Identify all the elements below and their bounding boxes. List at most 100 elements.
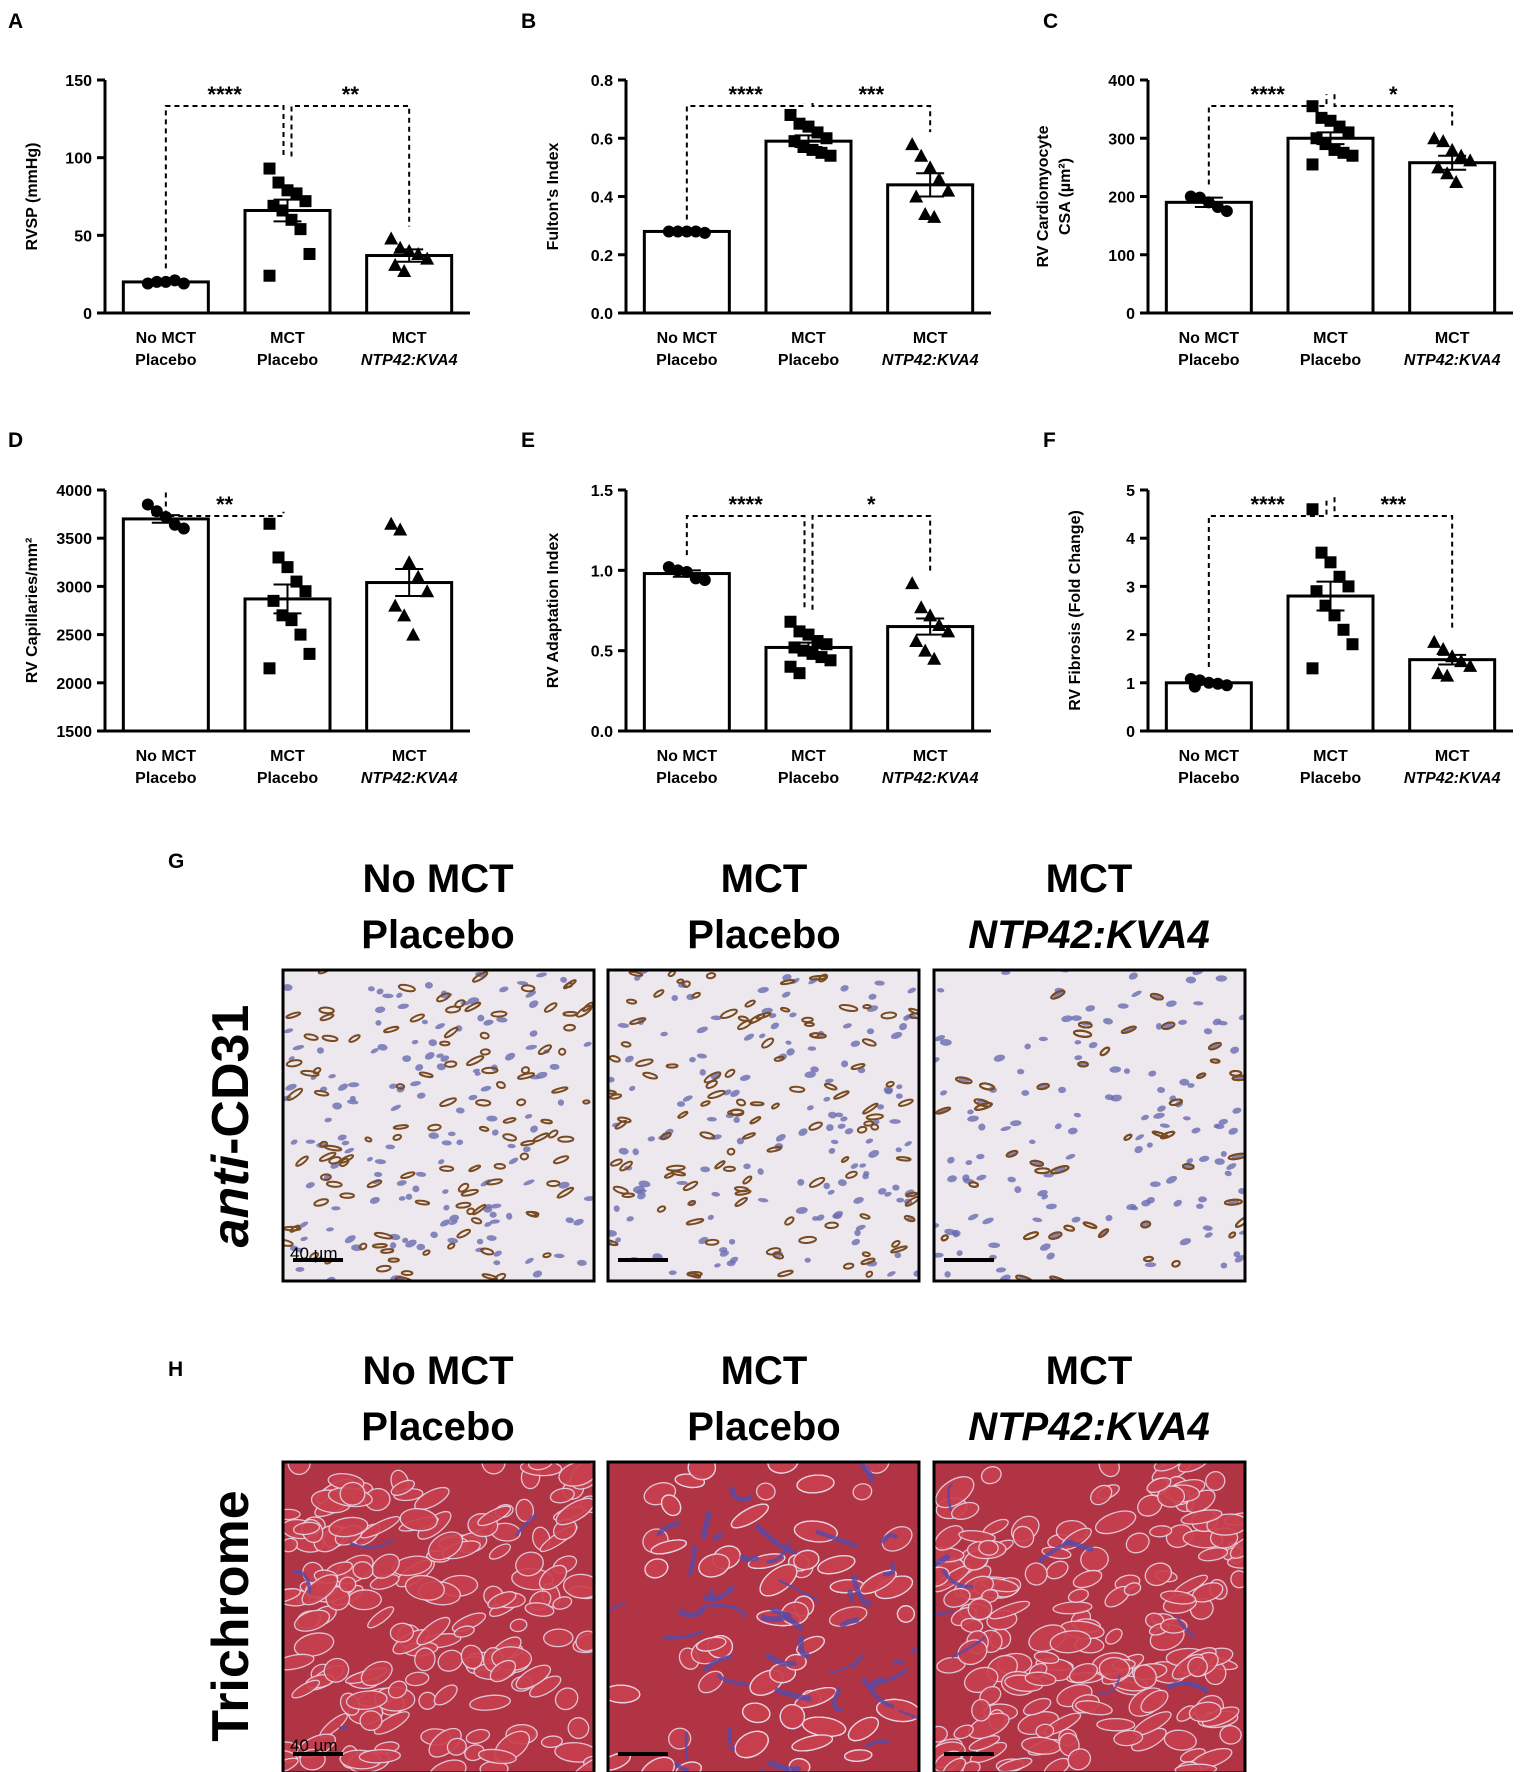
- capillary: [556, 1186, 575, 1199]
- significance-label: ****: [729, 82, 764, 107]
- x-tick-label: No MCT: [1179, 748, 1240, 765]
- capillary: [400, 1171, 416, 1180]
- nucleus: [298, 1221, 309, 1229]
- capillary: [445, 1005, 462, 1014]
- nucleus: [1153, 1112, 1165, 1119]
- nucleus: [1061, 1015, 1073, 1023]
- muscle-fiber: [414, 1647, 436, 1672]
- nucleus: [1185, 976, 1197, 984]
- data-point: [914, 600, 929, 614]
- x-tick-label: MCT: [1435, 330, 1470, 347]
- capillary: [285, 1059, 303, 1068]
- collagen-strand: [673, 1761, 689, 1772]
- capillary: [542, 1252, 552, 1259]
- muscle-fiber: [847, 1716, 879, 1742]
- collagen-strand: [897, 1709, 919, 1720]
- significance-bracket: [685, 515, 806, 610]
- micrograph-title-line1: MCT: [721, 857, 808, 901]
- nucleus: [615, 1237, 621, 1243]
- x-tick-label: Placebo: [1178, 352, 1240, 369]
- muscle-fiber: [1090, 1484, 1113, 1506]
- nucleus: [1233, 1251, 1241, 1258]
- y-axis-label: RVSP (mmHg): [24, 143, 41, 251]
- y-tick-label: 0: [1126, 724, 1135, 741]
- capillary: [727, 1108, 745, 1116]
- nucleus: [840, 985, 849, 992]
- bar: [886, 183, 975, 315]
- capillary: [734, 1196, 748, 1208]
- micrograph-frame: [932, 968, 1247, 1283]
- collagen-strand: [708, 1603, 748, 1618]
- muscle-fiber: [989, 1600, 1031, 1620]
- nucleus: [978, 1123, 986, 1131]
- bar: [642, 229, 731, 315]
- nucleus: [743, 1033, 755, 1041]
- nucleus: [1203, 1028, 1213, 1035]
- micrograph-title-line2: NTP42:KVA4: [968, 1405, 1210, 1449]
- nucleus: [370, 1048, 379, 1054]
- collagen-strand: [850, 1574, 872, 1607]
- capillary: [677, 1110, 689, 1119]
- muscle-fiber: [1033, 1651, 1060, 1665]
- y-tick-label: 300: [1108, 131, 1135, 148]
- capillary: [1099, 1046, 1111, 1057]
- capillary: [338, 1154, 355, 1164]
- muscle-fiber: [793, 1549, 820, 1571]
- micrograph-title-line1: MCT: [1046, 857, 1133, 901]
- nucleus: [292, 1045, 305, 1051]
- nucleus: [1085, 1005, 1096, 1012]
- capillary: [456, 1228, 471, 1239]
- nucleus: [807, 1105, 814, 1111]
- collagen-strand: [950, 1636, 986, 1659]
- y-tick-label: 150: [65, 73, 92, 90]
- nucleus: [844, 1128, 854, 1135]
- y-tick-label: 3: [1126, 579, 1135, 596]
- capillary: [373, 1231, 394, 1240]
- nucleus: [718, 1247, 728, 1253]
- nucleus: [496, 1017, 508, 1023]
- bar-chart-e: E 0.0 0.5 1.0 1.5 RV Adaptation Index No MCT Pl…: [521, 429, 991, 787]
- capillary: [470, 1217, 483, 1225]
- y-tick-label: 100: [65, 151, 92, 168]
- nucleus: [305, 1182, 315, 1189]
- micrograph-frame: [281, 1460, 596, 1772]
- capillary: [502, 1133, 518, 1142]
- data-point: [276, 204, 289, 217]
- capillary: [394, 1276, 415, 1281]
- muscle-fiber: [981, 1589, 999, 1603]
- nucleus: [1074, 1040, 1082, 1045]
- capillary: [687, 1199, 697, 1207]
- panel-letter: C: [1043, 10, 1058, 33]
- muscle-fiber: [1197, 1547, 1229, 1562]
- muscle-fiber: [1133, 1664, 1157, 1689]
- data-point: [420, 584, 435, 598]
- capillary: [502, 1117, 517, 1124]
- muscle-fiber: [1067, 1588, 1089, 1603]
- nucleus: [456, 1139, 464, 1146]
- x-tick-label: MCT: [913, 748, 948, 765]
- nucleus: [1179, 1078, 1190, 1086]
- nucleus: [369, 1196, 380, 1204]
- collagen-strand: [684, 1731, 689, 1761]
- capillary: [862, 1102, 879, 1115]
- collagen-strand: [815, 1529, 859, 1549]
- nucleus: [493, 1250, 502, 1257]
- muscle-fiber: [953, 1724, 974, 1740]
- muscle-fiber: [791, 1734, 834, 1752]
- capillary: [526, 1210, 540, 1217]
- significance-label: ***: [1380, 492, 1406, 517]
- nucleus: [827, 1111, 837, 1119]
- nucleus: [449, 1214, 460, 1222]
- capillary: [865, 1113, 884, 1121]
- bar: [121, 517, 210, 733]
- nucleus: [810, 1066, 819, 1073]
- capillary: [460, 1188, 479, 1197]
- nucleus: [1131, 990, 1142, 998]
- capillary: [439, 1165, 455, 1172]
- micrograph-title-line1: MCT: [721, 1349, 808, 1393]
- muscle-fiber: [1187, 1656, 1208, 1678]
- data-point: [299, 195, 312, 208]
- capillary: [540, 1118, 553, 1125]
- nucleus: [608, 1076, 615, 1083]
